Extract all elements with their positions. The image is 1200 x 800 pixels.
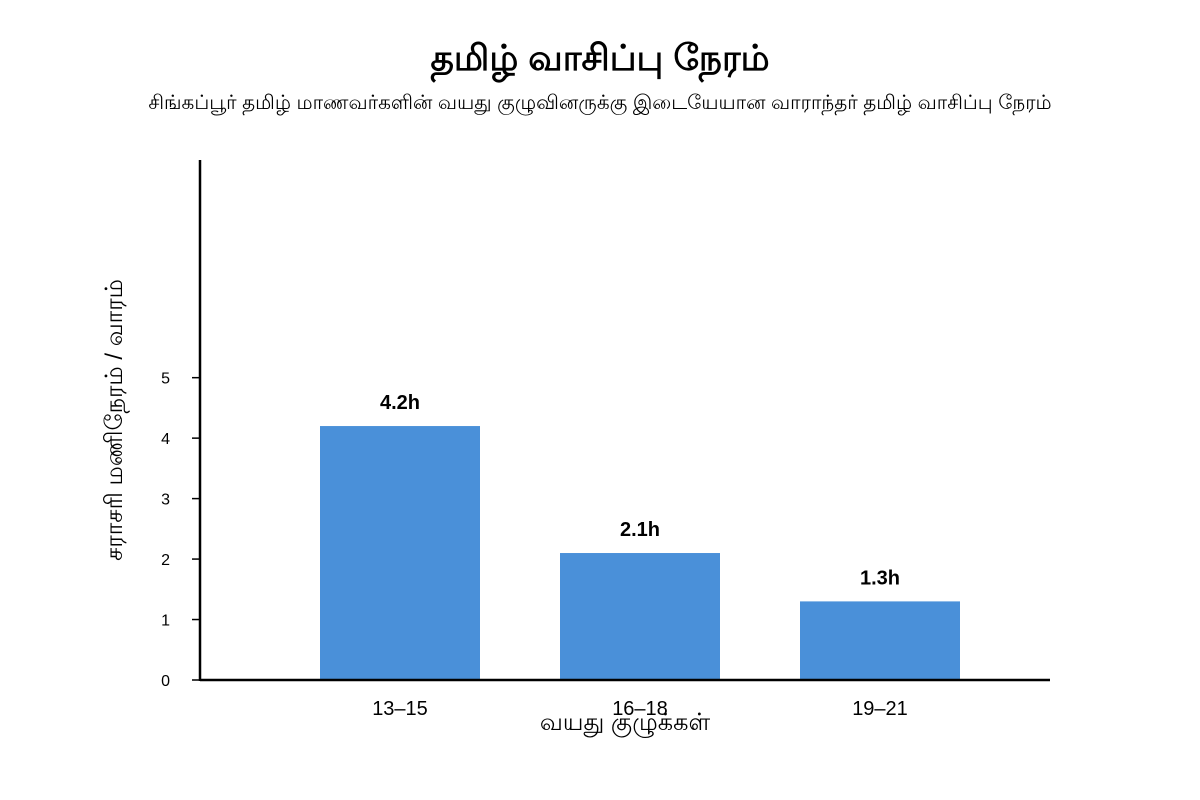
chart-subtitle: சிங்கப்பூர் தமிழ் மாணவர்களின் வயது குழுவ… — [148, 92, 1052, 114]
y-tick-label: 0 — [161, 673, 170, 690]
bar-data-labels: 4.2h 2.1h 1.3h — [380, 392, 900, 589]
chart-title: தமிழ் வாசிப்பு நேரம் — [430, 37, 770, 78]
bar[interactable] — [800, 601, 960, 680]
x-tick-label: 13–15 — [372, 698, 428, 720]
bar-data-label: 2.1h — [620, 519, 660, 541]
y-tick-label: 2 — [161, 552, 170, 569]
bar-data-label: 4.2h — [380, 392, 420, 414]
y-tick-label: 4 — [161, 431, 170, 448]
x-tick-label: 19–21 — [852, 698, 908, 720]
y-axis-title: சராசரி மணிநேரம் / வாரம் — [101, 279, 130, 561]
y-tick-label: 5 — [161, 371, 170, 388]
x-axis-ticks: 13–15 16–18 19–21 — [372, 698, 908, 720]
y-tick-label: 1 — [161, 613, 170, 630]
y-tick-label: 3 — [161, 492, 170, 509]
x-axis-title: வயது குழுக்கள் — [540, 709, 711, 738]
bar-data-label: 1.3h — [860, 567, 900, 589]
bar[interactable] — [560, 553, 720, 680]
bar[interactable] — [320, 426, 480, 680]
bars — [320, 426, 960, 680]
y-axis-ticks: 0 1 2 3 4 5 — [161, 371, 200, 690]
x-tick-label: 16–18 — [612, 698, 668, 720]
